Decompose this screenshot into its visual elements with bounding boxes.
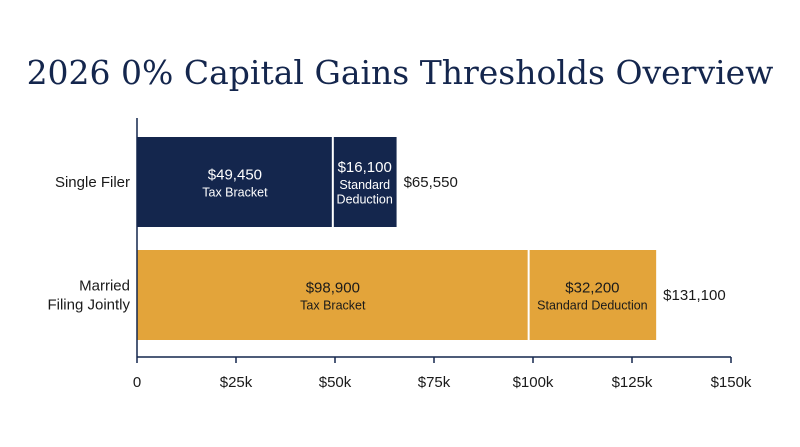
x-axis: 0 $25k $50k $75k $100k $125k $150k — [133, 118, 752, 391]
tax-bracket-bar — [137, 137, 333, 227]
total-label: $65,550 — [404, 174, 458, 191]
category-labels: Single Filer Married Filing Jointly — [47, 174, 130, 314]
segment-name-label: Standard — [339, 178, 390, 192]
x-tick-label: $100k — [513, 374, 554, 391]
x-tick-label: $150k — [711, 374, 752, 391]
segment-name-label: Tax Bracket — [202, 186, 268, 200]
segment-value-label: $16,100 — [338, 159, 392, 176]
category-label: Married — [79, 278, 130, 295]
segment-name-label: Tax Bracket — [300, 299, 366, 313]
segment-value-label: $49,450 — [208, 167, 262, 184]
category-label: Single Filer — [55, 174, 130, 191]
x-tick-label: $75k — [418, 374, 451, 391]
segment-value-label: $32,200 — [565, 280, 619, 297]
segment-value-label: $98,900 — [306, 280, 360, 297]
category-label: Filing Jointly — [47, 297, 130, 314]
tax-bracket-bar — [137, 250, 529, 340]
standard-deduction-bar — [528, 250, 657, 340]
x-tick-label: $25k — [220, 374, 253, 391]
segment-name-label: Deduction — [337, 193, 393, 207]
x-tick-label: $125k — [612, 374, 653, 391]
bars-layer: $49,450 Tax Bracket $16,100 StandardDeducti… — [137, 137, 726, 340]
standard-deduction-bar — [332, 137, 397, 227]
x-tick-label: 0 — [133, 374, 141, 391]
x-tick-label: $50k — [319, 374, 352, 391]
chart-title: 2026 0% Capital Gains Thresholds Overvie… — [27, 53, 774, 92]
total-label: $131,100 — [663, 287, 726, 304]
segment-name-label: Standard Deduction — [537, 299, 648, 313]
